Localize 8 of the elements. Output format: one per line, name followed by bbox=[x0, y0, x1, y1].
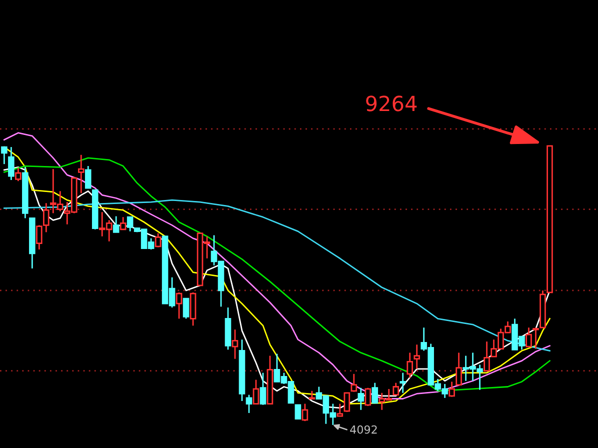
candlestick bbox=[414, 344, 420, 370]
candlestick bbox=[358, 387, 364, 411]
candlestick bbox=[400, 372, 406, 394]
text: 9264 bbox=[366, 96, 417, 112]
candlestick bbox=[78, 154, 84, 194]
candlestick bbox=[406, 352, 413, 379]
candlestick bbox=[232, 328, 238, 360]
text: 4092 bbox=[350, 425, 377, 434]
